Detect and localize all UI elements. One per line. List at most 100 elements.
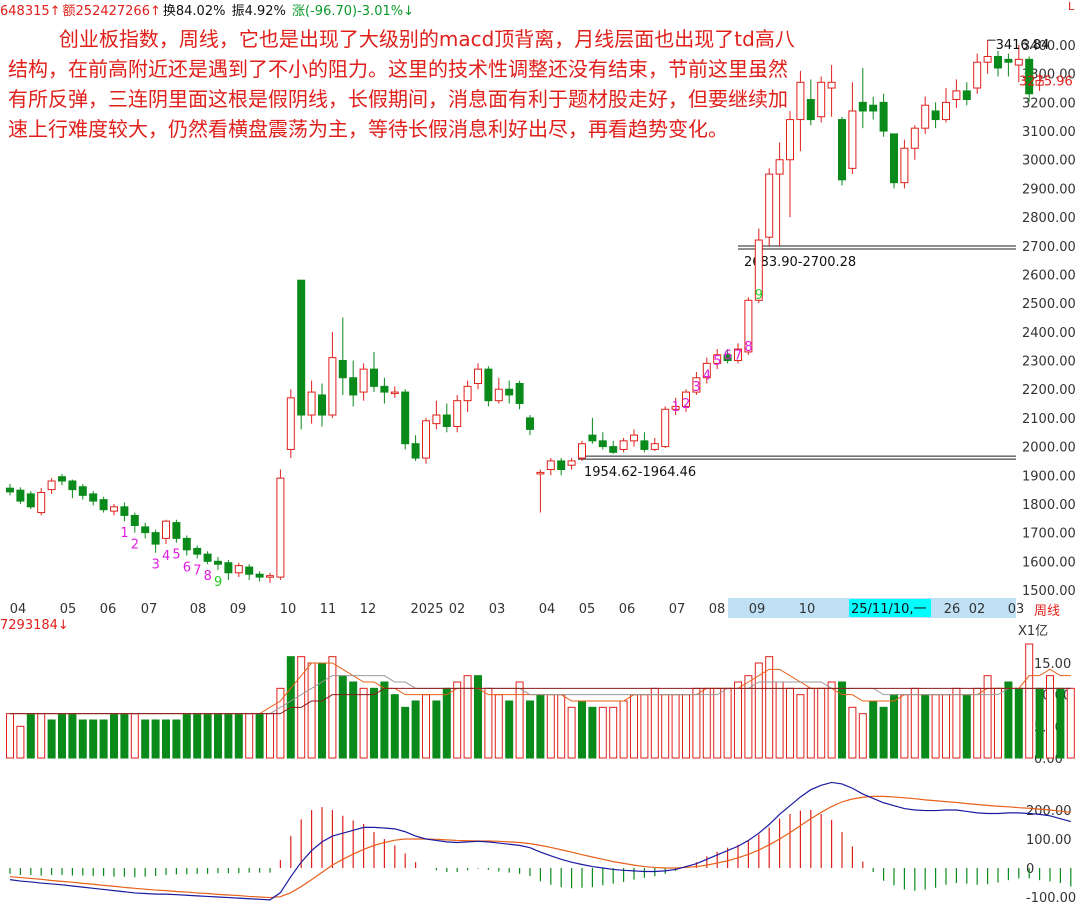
candle-up [973,61,982,89]
volume-bar-down [890,694,898,759]
price-tick-label: 2100.00 [1022,412,1076,427]
candle-up [234,565,243,574]
date-tick-label: 04 [10,602,27,617]
volume-bar-up [266,713,274,759]
macd-tick-label: -100.00 [1026,891,1076,906]
candle-up [110,506,118,512]
volume-bar-down [110,713,118,759]
header-amplitude: 振4.92% [231,4,286,19]
candle-down [214,560,222,565]
candle-up [817,81,826,118]
candle-down [994,55,1002,69]
candle-down [58,476,66,482]
candle-up [910,127,919,149]
volume-bar-down [338,675,347,759]
price-tick-label: 2300.00 [1022,355,1076,370]
td-count-label: 8 [744,340,752,355]
volume-bar-up [910,687,919,759]
td-count-label: 6 [183,561,191,576]
volume-bar-down [68,713,77,759]
price-tick-label: 3100.00 [1022,125,1076,140]
candle-up [786,119,794,161]
candle-down [515,382,524,405]
volume-bar-down [318,662,326,759]
volume-bar-up [307,662,316,759]
volume-bar-up [130,713,139,759]
date-tick-label: 05 [60,602,77,617]
volume-bar-up [806,687,815,759]
volume-bar-up [796,694,805,759]
candle-down [89,493,98,502]
candle-up [47,480,56,491]
candle-up [900,147,909,184]
candle-down [370,368,378,387]
candle-down [1004,58,1013,63]
header-amount: 648315↑ [0,4,61,19]
candle-down [255,573,264,578]
candle-up [827,81,836,89]
candle-down [505,388,514,396]
candle-down [99,499,108,511]
volume-bar-down [162,719,170,759]
date-tick-label: 06 [619,602,636,617]
volume-unit: X1亿 [1018,624,1049,639]
td-count-label: 3 [152,558,160,573]
date-tick-label: 09 [749,602,766,617]
volume-bar-up [765,656,774,759]
date-tick-label: 09 [230,602,247,617]
volume-bar-up [973,687,982,759]
volume-bar-up [598,706,607,759]
candle-up [744,299,753,353]
candle-up [692,377,701,393]
volume-bar-down [390,694,399,759]
candle-down [1025,58,1034,95]
candle-down [484,368,493,402]
candle-up [37,491,46,514]
candle-down [120,506,129,516]
volume-bar-up [6,713,14,759]
macd-panel[interactable]: 200.00 100.00 0 -100.00 [9,781,1076,906]
volume-bar-down [442,687,451,759]
candle-up [702,362,711,379]
candle-down [411,443,420,459]
td-count-label: 2 [131,538,139,553]
corner-mark: L [1068,0,1075,13]
price-panel[interactable]: 3400.00 3300.00 3200.00 3100.00 3000.00 2900.… [6,38,1076,599]
macd-tick-label: 100.00 [1026,833,1072,848]
volume-bar-up [1066,687,1075,759]
volume-bar-down [193,713,202,759]
td-count-label: 3 [692,380,700,395]
volume-bar-down [526,700,534,759]
volume-bar-up [900,694,909,759]
price-tick-label: 2700.00 [1022,240,1076,255]
volume-bar-down [1056,687,1065,759]
candle-up [266,575,274,578]
candle-down [193,547,202,555]
volume-bar-up [723,687,732,759]
candle-down [130,514,139,526]
volume-bar-up [671,694,680,759]
volume-bar-up [557,694,566,759]
support-level-label: 2683.90-2700.28 [744,255,856,270]
volume-bar-down [120,713,129,759]
volume-bar-down [99,719,108,759]
period-label[interactable]: 周线 [1034,604,1061,619]
macd-tick-label: 200.00 [1026,804,1072,819]
candle-up [453,400,462,427]
date-tick-label: 26 [944,602,961,617]
candle-up [474,368,482,384]
volume-tick-label: 15.00 [1034,657,1071,672]
volume-header: 7293184↓ [0,618,69,633]
volume-bar-up [245,713,254,759]
volume-bar-up [817,687,826,759]
candle-up [432,414,441,425]
volume-bar-down [401,706,410,759]
candle-up [848,110,857,169]
volume-bar-up [775,681,784,759]
volume-bar-up [276,687,285,759]
candle-up [630,434,638,442]
candle-up [682,391,690,407]
candle-down [588,434,597,442]
volume-bar-up [630,694,638,759]
